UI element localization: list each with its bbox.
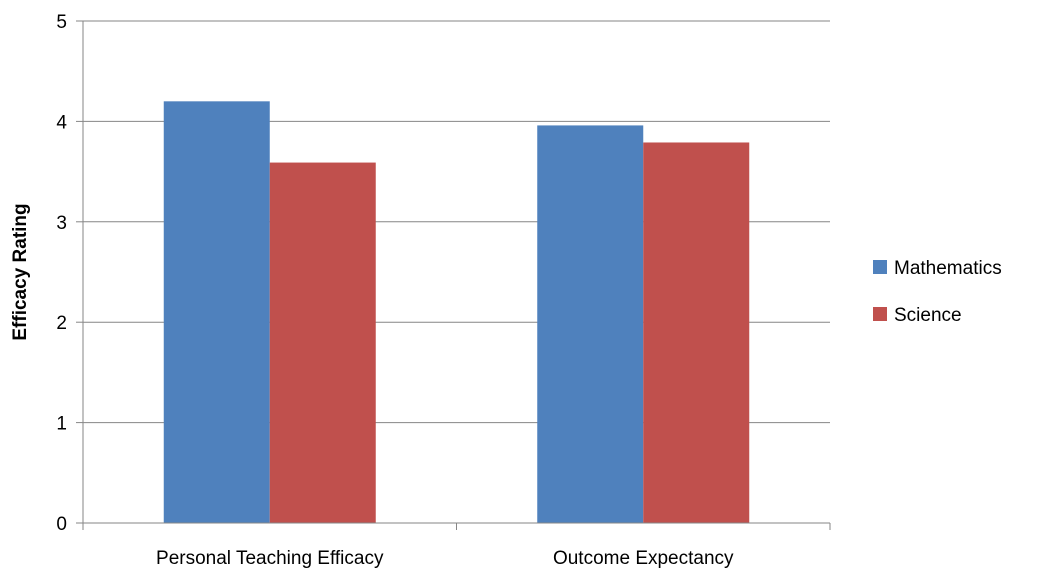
y-axis-label: Efficacy Rating — [10, 203, 31, 340]
x-category-label: Personal Teaching Efficacy — [156, 548, 384, 569]
x-category-labels: Personal Teaching Efficacy Outcome Expect… — [156, 548, 734, 569]
legend-label-mathematics: Mathematics — [894, 258, 1002, 279]
y-tick-label: 5 — [56, 12, 67, 33]
x-category-label: Outcome Expectancy — [553, 548, 734, 569]
axes — [76, 20, 831, 530]
bars — [163, 101, 750, 523]
y-tick-label: 0 — [56, 514, 67, 535]
y-tick-label: 1 — [56, 414, 67, 435]
bar-science-2 — [643, 142, 750, 523]
bar-mathematics-2 — [537, 125, 644, 523]
legend-swatch-mathematics — [873, 260, 887, 274]
legend: Mathematics Science — [873, 258, 1002, 326]
y-tick-labels: 0 1 2 3 4 5 — [56, 12, 67, 535]
y-tick-label: 2 — [56, 313, 67, 334]
legend-swatch-science — [873, 307, 887, 321]
y-tick-label: 4 — [56, 112, 67, 133]
legend-label-science: Science — [894, 305, 962, 326]
bar-science-1 — [269, 162, 376, 523]
bar-mathematics-1 — [163, 101, 270, 523]
y-tick-label: 3 — [56, 213, 67, 234]
